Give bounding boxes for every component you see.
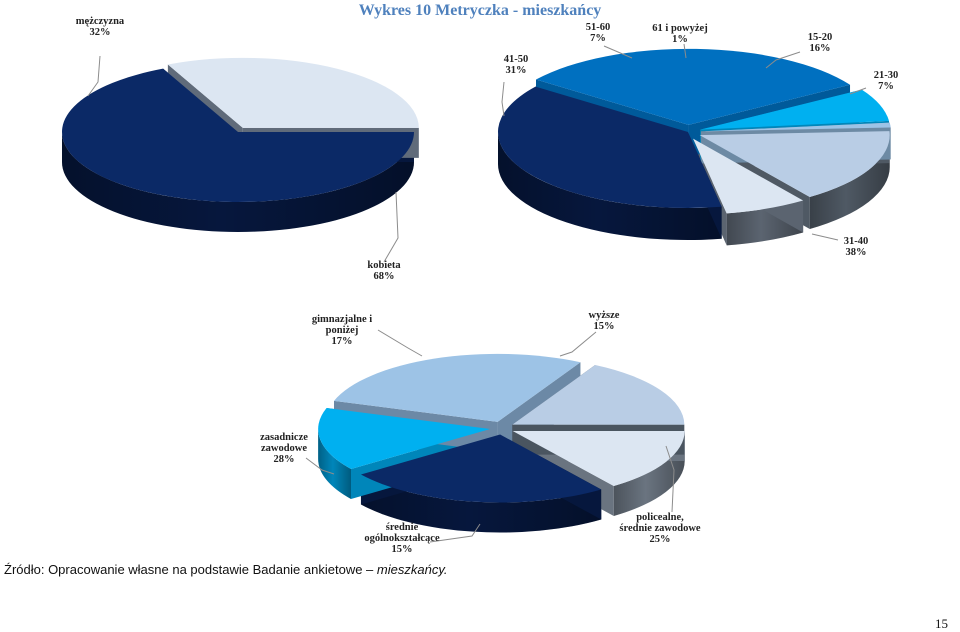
leader-line-gimnazjalne-i-poni-ej bbox=[377, 329, 423, 357]
label-category-21-30: 21-30 bbox=[874, 70, 899, 81]
label-value-21-30: 7% bbox=[878, 81, 894, 92]
label-value-policealne-rednie-zawodowe: 25% bbox=[650, 534, 671, 545]
label-value-gimnazjalne-i-poni-ej: 17% bbox=[332, 336, 353, 347]
label-category-kobieta: kobieta bbox=[367, 260, 401, 271]
leader-line-41-50 bbox=[501, 81, 505, 117]
label-category-wy-sze: wyższe bbox=[589, 310, 620, 321]
label-category-zasadnicze-zawodowe: zawodowe bbox=[261, 443, 307, 454]
pie-chart-gender: kobieta 68% mężczyzna 32% bbox=[62, 16, 419, 282]
pie-slice-41-50 bbox=[536, 48, 851, 125]
leader-line-wy-sze bbox=[559, 331, 597, 357]
pie-slice-wy-sze bbox=[512, 430, 685, 487]
pie-side-shade-rednie-og-lnokszta-c-ce bbox=[318, 429, 351, 500]
leader-line-61-i-powy-ej bbox=[683, 43, 687, 59]
data-label-gimnazjalne-i-poni-ej: gimnazjalne i poniżej 17% bbox=[312, 314, 372, 347]
label-category-31-40: 31-40 bbox=[844, 236, 869, 247]
label-value-zasadnicze-zawodowe: 28% bbox=[274, 454, 295, 465]
label-category-policealne-rednie-zawodowe: średnie zawodowe bbox=[619, 523, 701, 534]
label-category-gimnazjalne-i-poni-ej: poniżej bbox=[326, 325, 359, 336]
data-label-41-50: 41-50 31% bbox=[504, 54, 529, 76]
source-text: Źródło: Opracowanie własne na podstawie … bbox=[4, 562, 377, 577]
label-category-41-50: 41-50 bbox=[504, 54, 529, 65]
pie-slice-15-20 bbox=[699, 131, 890, 198]
pie-side-shade-policealne-rednie-zawodowe bbox=[360, 474, 602, 533]
data-label-zasadnicze-zawodowe: zasadnicze zawodowe 28% bbox=[260, 432, 308, 465]
source-note: Źródło: Opracowanie własne na podstawie … bbox=[4, 562, 447, 577]
label-value-rednie-og-lnokszta-c-ce: 15% bbox=[392, 544, 413, 555]
page-number: 15 bbox=[935, 616, 948, 631]
data-label-21-30: 21-30 7% bbox=[874, 70, 899, 92]
label-value-51-60: 7% bbox=[590, 33, 606, 44]
label-category-61-i-powy-ej: 61 i powyżej bbox=[652, 23, 707, 34]
label-category-51-60: 51-60 bbox=[586, 22, 611, 33]
data-label-31-40: 31-40 38% bbox=[844, 236, 869, 258]
chart-title: Wykres 10 Metryczka - mieszkańcy bbox=[358, 2, 602, 19]
data-label-61-i-powy-ej: 61 i powyżej 1% bbox=[652, 23, 707, 45]
pie-slice-kobieta bbox=[62, 68, 415, 202]
label-value-kobieta: 68% bbox=[374, 271, 395, 282]
pie-chart-age: 15-20 16%21-30 7%31-40 38%41-50 31%51-60 7%61… bbox=[498, 22, 898, 258]
leader-line-31-40 bbox=[811, 233, 839, 241]
pie-side-shade-wy-sze bbox=[613, 430, 685, 517]
label-value-61-i-powy-ej: 1% bbox=[672, 34, 688, 45]
pie-slice-policealne-rednie-zawodowe bbox=[360, 434, 602, 503]
leader-line-m-czyzna bbox=[87, 55, 101, 97]
leader-line-kobieta bbox=[383, 191, 399, 263]
pie-side-shade-kobieta bbox=[62, 132, 414, 232]
data-label-policealne-rednie-zawodowe: policealne, średnie zawodowe 25% bbox=[619, 512, 701, 545]
data-label-15-20: 15-20 16% bbox=[808, 32, 833, 54]
pie-slice-gimnazjalne-i-poni-ej bbox=[512, 365, 685, 425]
label-category-rednie-og-lnokszta-c-ce: ogólnokształcące bbox=[364, 533, 440, 544]
pie-slice-rednie-og-lnokszta-c-ce bbox=[318, 408, 491, 470]
label-category-rednie-og-lnokszta-c-ce: średnie bbox=[386, 522, 419, 533]
pie-slice-31-40 bbox=[498, 86, 722, 208]
leader-line-21-30 bbox=[849, 87, 867, 95]
leader-line-policealne-rednie-zawodowe bbox=[665, 445, 675, 513]
data-label-wy-sze: wyższe 15% bbox=[589, 310, 620, 332]
label-value-31-40: 38% bbox=[846, 247, 867, 258]
pie-slice-21-30 bbox=[693, 138, 804, 214]
leader-line-15-20 bbox=[765, 51, 801, 69]
data-label-51-60: 51-60 7% bbox=[586, 22, 611, 44]
label-value-m-czyzna: 32% bbox=[90, 27, 111, 38]
source-italic-text: mieszkańcy. bbox=[376, 562, 448, 577]
label-category-m-czyzna: mężczyzna bbox=[76, 16, 125, 27]
data-label-m-czyzna: mężczyzna 32% bbox=[76, 16, 125, 38]
label-category-policealne-rednie-zawodowe: policealne, bbox=[636, 512, 684, 523]
label-value-41-50: 31% bbox=[506, 65, 527, 76]
label-category-zasadnicze-zawodowe: zasadnicze bbox=[260, 432, 308, 443]
label-category-15-20: 15-20 bbox=[808, 32, 833, 43]
pie-chart-education: wyższe 15%policealne, średnie zawodowe 25%ś… bbox=[260, 310, 701, 555]
leader-line-51-60 bbox=[603, 45, 633, 59]
pie-slice-61-i-powy-ej bbox=[700, 122, 891, 132]
leader-line-rednie-og-lnokszta-c-ce bbox=[429, 523, 481, 543]
label-value-wy-sze: 15% bbox=[594, 321, 615, 332]
pie-slice-51-60 bbox=[700, 89, 890, 130]
label-category-gimnazjalne-i-poni-ej: gimnazjalne i bbox=[312, 314, 372, 325]
pie-slice-zasadnicze-zawodowe bbox=[334, 353, 581, 422]
label-value-15-20: 16% bbox=[810, 43, 831, 54]
pie-side-shade-31-40 bbox=[498, 132, 722, 240]
leader-line-zasadnicze-zawodowe bbox=[305, 457, 335, 475]
pie-slice-m-czyzna bbox=[167, 57, 419, 128]
data-label-rednie-og-lnokszta-c-ce: średnie ogólnokształcące 15% bbox=[364, 522, 440, 555]
data-label-kobieta: kobieta 68% bbox=[367, 260, 401, 282]
pie-side-shade-15-20 bbox=[809, 135, 890, 230]
